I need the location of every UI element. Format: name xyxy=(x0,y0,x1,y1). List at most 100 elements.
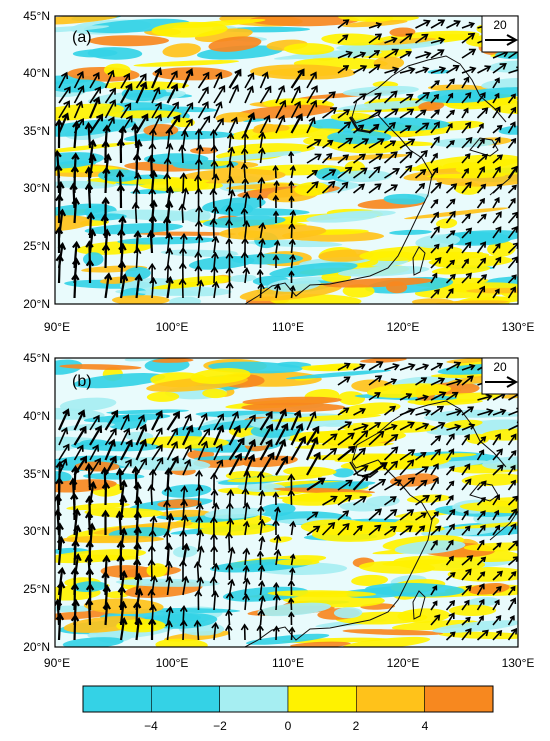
wind-vector xyxy=(492,196,500,209)
wind-vector xyxy=(119,617,128,641)
wind-vector xyxy=(84,182,94,209)
wind-vector xyxy=(430,66,447,74)
wind-vector xyxy=(430,37,446,45)
wind-vector xyxy=(210,265,219,284)
wind-vector xyxy=(259,71,269,89)
wind-vector xyxy=(147,617,157,641)
anomaly-patch xyxy=(55,119,136,137)
anomaly-patch xyxy=(415,234,461,249)
colorbar-cell xyxy=(356,685,425,713)
wind-vector xyxy=(430,182,442,194)
wind-vector xyxy=(272,210,280,223)
wind-vector xyxy=(384,363,400,371)
wind-vector xyxy=(272,254,280,268)
wind-vector xyxy=(415,33,429,44)
wind-vector xyxy=(461,423,476,431)
anomaly-patch xyxy=(146,391,180,402)
wind-vector xyxy=(322,433,338,446)
wind-vector xyxy=(306,139,322,149)
anomaly-patch xyxy=(424,453,477,458)
wind-vector xyxy=(492,509,500,521)
wind-vector xyxy=(71,196,80,224)
wind-vector xyxy=(258,131,267,149)
wind-vector xyxy=(306,451,321,476)
wind-vector xyxy=(55,522,64,551)
wind-vector xyxy=(461,168,469,179)
wind-vector xyxy=(57,112,70,134)
anomaly-patch xyxy=(403,207,509,220)
wind-vector xyxy=(507,184,517,194)
wind-vector xyxy=(55,163,63,194)
wind-vector xyxy=(461,525,471,536)
wind-vector xyxy=(446,391,459,401)
anomaly-patch xyxy=(227,474,323,483)
anomaly-patch xyxy=(461,473,518,486)
wind-vector xyxy=(461,272,473,284)
wind-vector xyxy=(197,115,211,134)
wind-vector xyxy=(384,168,400,179)
wind-vector xyxy=(476,241,487,254)
anomaly-patch xyxy=(55,203,111,218)
wind-vector xyxy=(430,257,442,269)
wind-vector xyxy=(492,124,503,134)
wind-vector xyxy=(507,197,516,209)
lon-tick-label: 110°E xyxy=(272,320,304,334)
wind-vector xyxy=(120,72,131,89)
wind-vector xyxy=(72,120,81,149)
wind-vector xyxy=(461,406,475,416)
wind-vector xyxy=(445,539,454,551)
wind-vector xyxy=(306,511,319,521)
wind-vector xyxy=(194,157,203,179)
wind-vector xyxy=(384,140,397,149)
wind-vector xyxy=(241,237,249,254)
wind-vector xyxy=(288,238,296,254)
wind-vector xyxy=(73,425,87,446)
wind-vector xyxy=(399,407,416,416)
anomaly-patch xyxy=(62,637,124,647)
wind-vector xyxy=(445,210,456,224)
wind-vector xyxy=(337,407,350,416)
wind-vector xyxy=(242,577,251,596)
wind-vector xyxy=(321,447,338,461)
anomaly-patch xyxy=(318,249,374,262)
colorbar-cell xyxy=(151,685,220,713)
wind-vector xyxy=(492,106,501,119)
wind-vector xyxy=(135,73,147,89)
wind-vector xyxy=(151,101,162,119)
wind-vector xyxy=(213,71,223,89)
wind-vector xyxy=(415,495,430,506)
wind-vector xyxy=(56,535,66,566)
anomaly-patch xyxy=(117,236,217,245)
wind-vector xyxy=(209,576,218,596)
wind-vector xyxy=(384,36,398,44)
anomaly-patch xyxy=(271,414,382,422)
wind-vector xyxy=(430,167,439,179)
wind-vector xyxy=(227,189,236,209)
wind-vector xyxy=(89,444,100,461)
wind-vector xyxy=(476,285,486,299)
wind-vector xyxy=(151,427,163,446)
anomaly-patch xyxy=(204,507,266,519)
wind-vector xyxy=(492,288,500,299)
wind-vector xyxy=(290,409,302,431)
wind-vector xyxy=(290,113,303,134)
wind-vector xyxy=(445,198,456,209)
wind-vector xyxy=(117,228,126,254)
wind-vector xyxy=(73,100,84,119)
wind-vector xyxy=(476,615,484,626)
wind-vector xyxy=(242,564,250,581)
wind-vector xyxy=(476,571,486,581)
wind-vector xyxy=(213,459,224,476)
wind-vector xyxy=(337,50,353,59)
wind-vector xyxy=(166,101,179,119)
anomaly-patch xyxy=(426,419,518,436)
wind-vector xyxy=(306,71,317,89)
wind-vector xyxy=(368,64,381,74)
wind-vector xyxy=(446,423,462,432)
panel-b-frame xyxy=(54,357,519,648)
wind-vector xyxy=(120,83,133,104)
wind-vector xyxy=(507,585,516,596)
wind-vector xyxy=(492,542,502,551)
anomaly-patch xyxy=(87,47,143,60)
wind-vector xyxy=(55,612,65,641)
